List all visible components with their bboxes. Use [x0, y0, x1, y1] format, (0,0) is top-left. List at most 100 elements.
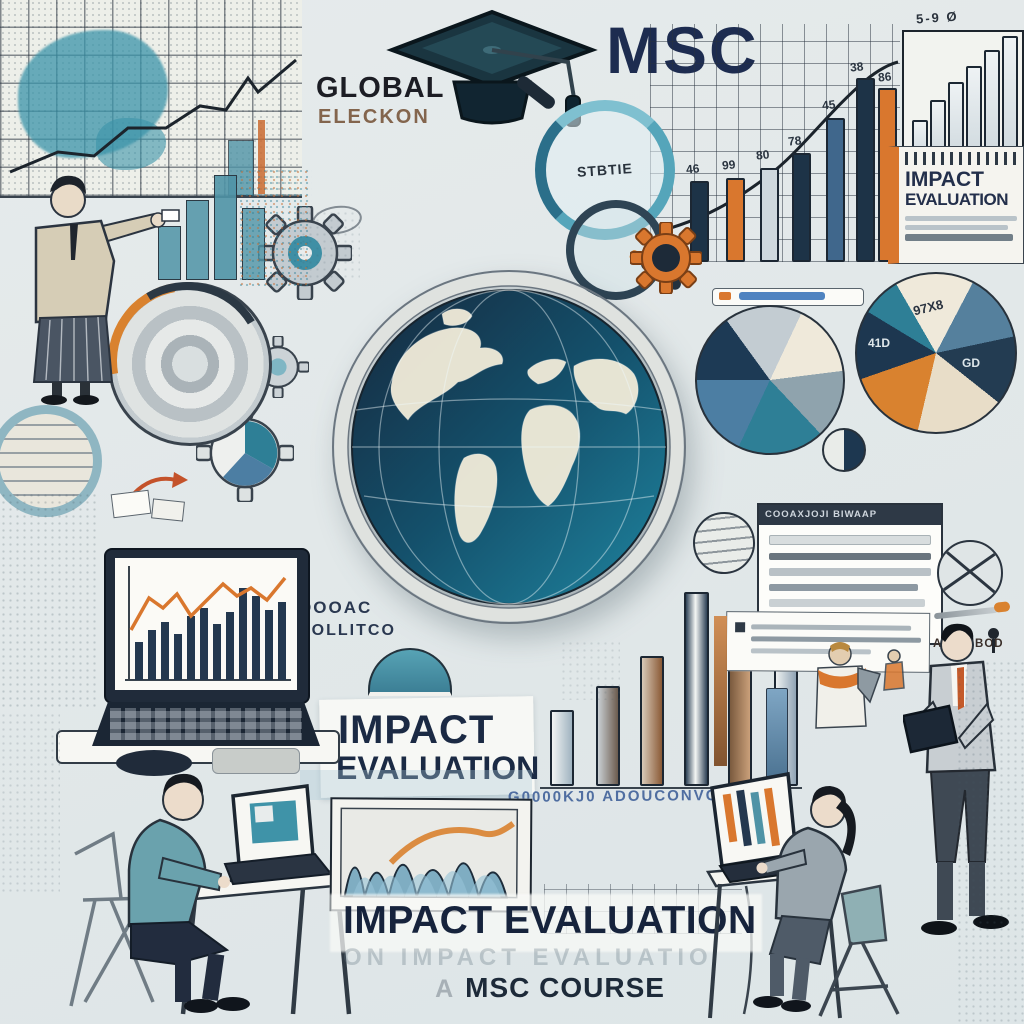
pie-label-c: 41D	[868, 336, 891, 350]
lamp-stem	[992, 639, 995, 653]
trend-line-icon	[9, 58, 297, 174]
corner-bar	[984, 50, 1000, 160]
city-bar	[158, 226, 181, 280]
pie-strip-decoration	[712, 288, 864, 306]
global-sub-label: ELECKON	[318, 106, 430, 128]
board-bullet	[735, 622, 746, 633]
doc-line	[769, 535, 931, 545]
metal-bar	[684, 592, 709, 786]
impact-card-title1: IMPACT	[905, 168, 984, 191]
grid-orange-bar	[258, 120, 265, 194]
doc-header: COOAXJOJI BIWAAP	[759, 505, 941, 525]
impact-mid-line2: EVALUATION	[336, 750, 540, 786]
footer-band	[330, 894, 762, 952]
person-desk-right	[705, 771, 900, 1019]
orange-strip	[714, 616, 727, 766]
impact-card-line	[905, 233, 1013, 241]
pie-strip-orange	[719, 292, 731, 300]
footer-title: IMPACT EVALUATION	[343, 899, 757, 942]
texture-patch	[956, 660, 1024, 1024]
footer-subtitle-main: MSC COURSE	[465, 972, 665, 1003]
combo-bar-label: 45	[821, 97, 837, 113]
wavy-chart-frame	[329, 797, 533, 913]
impact-card: IMPACT EVALUATION	[888, 146, 1024, 264]
corner-chart-marks: 5-9 Ø	[915, 8, 959, 27]
person-standing-tablet	[903, 623, 1009, 935]
magnifier-label: STBTIE	[576, 160, 634, 180]
city-bars-icon	[158, 172, 274, 280]
city-bar	[214, 175, 237, 280]
combo-bar	[792, 153, 811, 262]
tiny-orange-figure	[883, 649, 905, 691]
doc-line	[769, 568, 931, 576]
graduation-cap-icon	[386, 9, 598, 127]
impact-mid-line1: IMPACT	[338, 708, 495, 752]
combo-bar-label: 78	[787, 133, 803, 149]
combo-bar-label: 46	[685, 161, 701, 177]
texture-patch	[0, 492, 96, 707]
globe-icon	[332, 270, 686, 624]
gauge-icon	[822, 428, 866, 472]
texture-patch	[300, 210, 360, 280]
compass-sketch-icon	[937, 540, 1003, 606]
doc-line	[769, 553, 931, 560]
side-note1: DOOAC	[299, 598, 373, 617]
wavy-chart	[339, 807, 519, 899]
corner-bar-chart	[902, 30, 1024, 162]
global-label: GLOBAL	[316, 72, 445, 104]
impact-card-line	[905, 224, 1009, 230]
lamp-icon	[988, 628, 999, 639]
metal-bar	[596, 686, 620, 786]
compass-line	[939, 549, 1001, 594]
pale-blue-strip	[300, 770, 532, 800]
texture-patch	[560, 640, 620, 700]
pie-label-b: GD	[962, 356, 980, 370]
laptop-pad	[212, 748, 300, 774]
pen-tip-icon	[993, 601, 1011, 613]
impact-card-title2: EVALUATION	[905, 190, 1008, 209]
laptop-touch-oval	[116, 750, 192, 776]
laptop-keyboard	[92, 702, 320, 746]
target-disc-icon	[108, 282, 272, 446]
city-bar	[186, 200, 209, 280]
paper-scrap	[151, 498, 185, 522]
combo-chart: 46 99 80 78 45 38 86	[650, 24, 900, 262]
orange-gear-icon	[630, 222, 702, 294]
combo-bar	[760, 168, 779, 262]
metal-bar	[640, 656, 664, 786]
pie-chart-left	[695, 305, 845, 455]
background-figure	[815, 642, 881, 729]
pie-chart-right	[855, 272, 1017, 434]
impact-card-minibars	[905, 152, 1017, 165]
combo-bar	[726, 178, 745, 262]
pie-strip-blue	[739, 292, 825, 300]
doc-line	[769, 599, 925, 607]
person-pointing	[32, 175, 180, 405]
board-line	[751, 624, 912, 631]
combo-bar-label: 38	[849, 59, 865, 75]
bars-baseline	[540, 786, 802, 789]
combo-bar-label: 86	[877, 69, 893, 85]
combo-bar-label: 80	[755, 147, 771, 163]
paper-scrap	[110, 489, 152, 519]
side-note2: POLLITCO	[299, 622, 396, 639]
footer-subtitle-prefix: A	[435, 975, 454, 1003]
badge-face-icon	[0, 405, 102, 517]
laptop-large	[92, 548, 320, 776]
impact-card-line	[905, 215, 1017, 221]
combo-bar-label: 99	[721, 157, 737, 173]
doc-line	[769, 584, 919, 591]
footer-subtitle: A MSC COURSE	[340, 972, 760, 1004]
laptop-chart	[115, 558, 297, 690]
texture-patch	[0, 712, 60, 892]
footer-ghost-title: ON IMPACT EVALUATIO	[343, 944, 713, 971]
bars-caption: G0000KJ0 ADOUCONVC	[507, 787, 719, 806]
corner-bar	[1002, 36, 1018, 160]
combo-bar	[856, 78, 875, 262]
combo-curve-icon	[655, 60, 899, 234]
keyboard-keys	[110, 708, 302, 740]
combo-bar	[826, 118, 845, 262]
teal-dome-icon	[368, 648, 452, 696]
metal-bar	[550, 710, 574, 786]
